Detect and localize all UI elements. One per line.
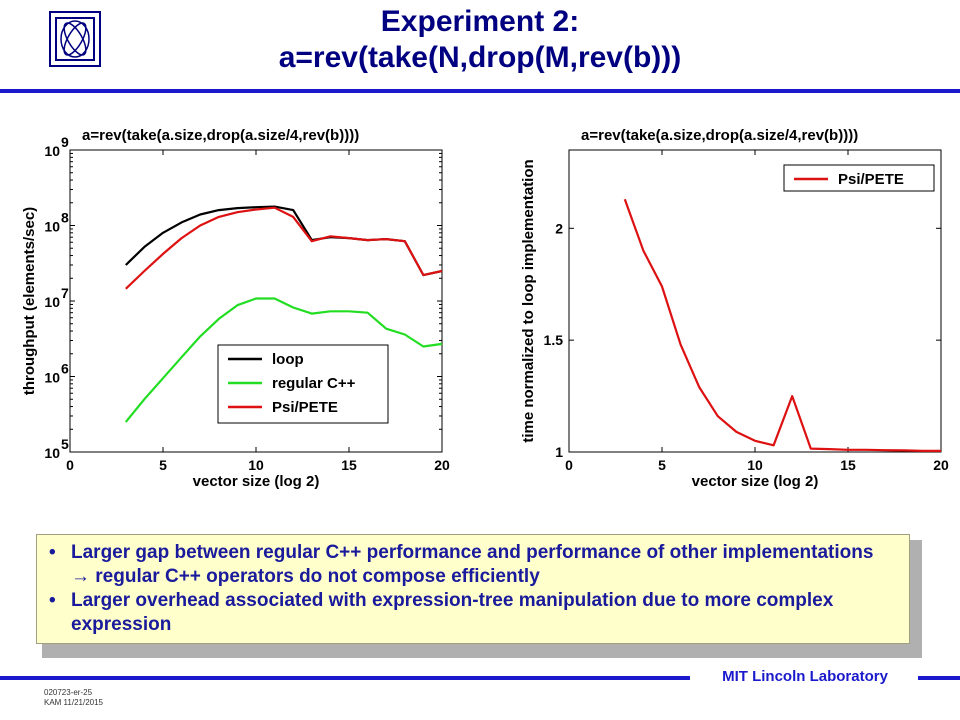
note-bullet-1: • Larger gap between regular C++ perform… — [49, 541, 897, 589]
note-text-2: Larger overhead associated with expressi… — [71, 590, 834, 635]
y-axis-label-2: time normalized to loop implementation — [520, 159, 537, 442]
y-tick-label-exponent: 9 — [61, 134, 69, 150]
chart-title-1: a=rev(take(a.size,drop(a.size/4,rev(b)))… — [82, 127, 359, 144]
slide-id: 020723-er-25 KAM 11/21/2015 — [44, 688, 103, 708]
plot-frame-2 — [568, 149, 942, 453]
legend-entry: regular C++ — [272, 375, 356, 392]
y-tick-label-exponent: 6 — [61, 361, 69, 377]
x-tick-label: 10 — [747, 457, 763, 473]
y-tick-label-exponent: 7 — [61, 285, 69, 301]
y-tick-label-base: 10 — [44, 294, 60, 310]
x-tick-label: 15 — [840, 457, 856, 473]
x-axis-label-1: vector size (log 2) — [193, 473, 320, 490]
x-tick-label: 10 — [248, 457, 264, 473]
note-bullet-2: • Larger overhead associated with expres… — [49, 589, 897, 637]
header-divider — [0, 89, 960, 93]
legend-entry: loop — [272, 351, 304, 368]
slide-number: 020723-er-25 — [44, 688, 93, 697]
y-tick-label: 1.5 — [544, 332, 564, 348]
y-axis-label-1: throughput (elements/sec) — [21, 207, 38, 395]
chart-title-2: a=rev(take(a.size,drop(a.size/4,rev(b)))… — [581, 127, 858, 144]
page-title-line1: Experiment 2: — [380, 5, 580, 38]
y-tick-label: 1 — [555, 444, 563, 460]
page-title-line2: a=rev(take(N,drop(M,rev(b))) — [278, 41, 682, 74]
note-text-1: Larger gap between regular C++ performan… — [71, 542, 874, 587]
legend-entry: Psi/PETE — [272, 399, 338, 416]
lincoln-lab-logo-icon — [49, 11, 101, 67]
y-tick-label-exponent: 5 — [61, 436, 69, 452]
lab-name: MIT Lincoln Laboratory — [722, 668, 888, 685]
footer-divider-right — [918, 676, 960, 680]
y-tick-label-base: 10 — [44, 445, 60, 461]
author-date: KAM 11/21/2015 — [44, 698, 104, 707]
footer-divider-left — [0, 676, 690, 680]
y-tick-label-base: 10 — [44, 143, 60, 159]
x-tick-label: 5 — [159, 457, 167, 473]
y-tick-label-base: 10 — [44, 219, 60, 235]
series-line-psi-pete — [125, 206, 443, 290]
y-tick-label-exponent: 8 — [61, 210, 69, 226]
series-line-regular-c- — [124, 297, 443, 423]
legend-entry: Psi/PETE — [838, 171, 904, 188]
y-tick-label-base: 10 — [44, 370, 60, 386]
y-tick-label: 2 — [555, 220, 563, 236]
bullet-icon: • — [49, 590, 56, 611]
x-tick-label: 0 — [565, 457, 573, 473]
x-axis-label-2: vector size (log 2) — [692, 473, 819, 490]
x-tick-label: 5 — [658, 457, 666, 473]
x-tick-label: 15 — [341, 457, 357, 473]
notes-box: • Larger gap between regular C++ perform… — [36, 534, 910, 644]
x-tick-label: 20 — [434, 457, 450, 473]
x-tick-label: 0 — [66, 457, 74, 473]
series-line-psi-pete — [623, 198, 941, 452]
x-tick-label: 20 — [933, 457, 949, 473]
bullet-icon: • — [49, 542, 56, 563]
